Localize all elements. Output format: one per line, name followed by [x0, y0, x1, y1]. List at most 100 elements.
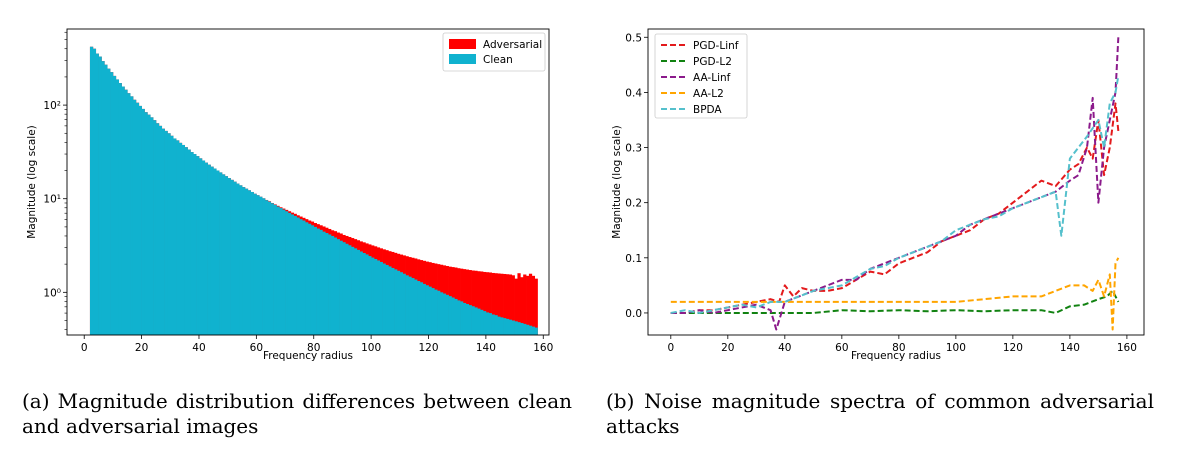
bar: [178, 142, 183, 335]
bar: [394, 269, 398, 335]
y-tick-label: 0.5: [625, 32, 642, 44]
bar: [503, 318, 507, 335]
bar: [405, 275, 409, 335]
x-tick-label: 60: [835, 342, 848, 354]
legend-label: Clean: [483, 54, 513, 66]
y-tick-label: 10⁰: [43, 287, 61, 299]
x-tick-label: 20: [135, 342, 148, 354]
bar: [184, 147, 188, 335]
bar: [127, 93, 131, 335]
bar: [462, 269, 467, 335]
bar: [468, 270, 472, 335]
bar: [239, 185, 243, 335]
bar: [503, 273, 507, 335]
legend-label: AA-Linf: [693, 72, 731, 84]
bar: [336, 239, 340, 335]
bar: [296, 217, 300, 335]
bar: [144, 112, 148, 335]
bar: [107, 68, 111, 336]
series-line-bpda: [670, 75, 1120, 314]
bar: [270, 203, 274, 335]
bar: [465, 269, 470, 335]
bar: [325, 233, 329, 335]
panel-b: 0 20 40 60 80 100 120 140 1600.00.10.20.30.40.5 …: [611, 28, 1145, 362]
bar: [98, 56, 102, 336]
panel-a: 0 20 40 60 80 100 120 140 160 10⁰ 10¹ 10² Frequency…: [26, 28, 553, 362]
caption-b: (b) Noise magnitude spectra of common ad…: [606, 389, 1154, 438]
x-tick-label: 160: [1117, 342, 1137, 354]
bar: [434, 289, 438, 335]
bar: [150, 117, 154, 335]
bar: [477, 308, 481, 335]
legend-box: [654, 33, 748, 119]
bar: [514, 278, 518, 335]
bar: [236, 183, 240, 335]
bar: [247, 190, 251, 335]
bar: [460, 301, 464, 335]
bar: [95, 53, 99, 336]
bar: [351, 246, 355, 335]
y-tick-label: 10²: [43, 100, 61, 112]
bar: [124, 89, 128, 336]
legend-swatch: [449, 39, 476, 49]
bar: [534, 327, 538, 335]
bar: [276, 206, 280, 335]
bar: [110, 72, 114, 335]
bar: [488, 313, 492, 335]
bar: [273, 204, 277, 335]
bar: [244, 188, 249, 335]
bar: [439, 292, 444, 335]
bar: [135, 102, 140, 335]
bar: [422, 283, 426, 335]
legend-label: AA-L2: [693, 88, 724, 100]
bar: [287, 212, 292, 335]
bar: [167, 133, 171, 335]
bar: [158, 125, 163, 336]
bar: [437, 290, 441, 335]
bar: [468, 305, 472, 335]
y-tick-label: 0.0: [625, 308, 642, 320]
bar: [262, 198, 266, 335]
bar: [491, 272, 495, 335]
bar: [112, 75, 117, 335]
bar: [155, 123, 160, 336]
bar: [385, 264, 389, 335]
bar: [414, 279, 418, 335]
bar: [230, 179, 234, 335]
bar: [494, 315, 498, 335]
bar: [264, 200, 269, 335]
bar: [92, 48, 97, 336]
bar: [187, 149, 191, 335]
bar: [319, 229, 323, 335]
bar: [308, 223, 312, 335]
bar: [285, 211, 289, 335]
bar: [494, 273, 498, 335]
bar: [290, 214, 295, 335]
bar: [534, 278, 538, 335]
bar: [457, 300, 461, 335]
bar: [293, 215, 297, 335]
bar: [302, 220, 306, 335]
series-clean-bars: [89, 46, 538, 336]
bar: [505, 274, 510, 335]
bar: [356, 249, 360, 335]
bar: [454, 298, 458, 335]
bar: [153, 120, 157, 336]
bar: [89, 46, 94, 335]
bar: [474, 307, 478, 335]
bar: [376, 260, 381, 335]
bar: [471, 306, 475, 335]
bar: [474, 270, 478, 335]
bar: [313, 226, 317, 335]
bar: [520, 277, 524, 335]
bar: [483, 271, 487, 335]
bar: [368, 256, 372, 335]
bar: [342, 242, 346, 335]
bar: [282, 209, 286, 335]
bar: [497, 273, 501, 335]
bar: [388, 266, 392, 335]
plot-b-lines: [670, 37, 1120, 331]
bar: [511, 275, 515, 335]
bar: [480, 271, 484, 335]
bar: [201, 160, 206, 335]
